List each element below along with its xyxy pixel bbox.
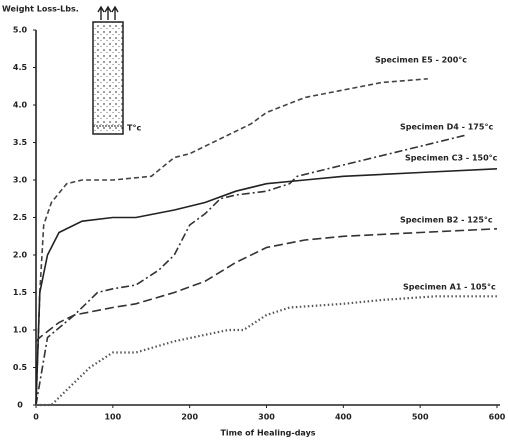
series-label: Specimen A1 - 105°c [403,283,496,292]
x-tick-label: 0 [33,413,39,422]
y-tick-label: 2.0 [13,251,28,260]
x-axis-label: Time of Healing-days [220,429,315,438]
x-tick-label: 100 [104,413,121,422]
x-tick-label: 500 [412,413,429,422]
y-axis-label: Weight Loss-Lbs. [2,5,79,14]
y-tick-label: 0 [17,401,23,410]
y-tick-label: 0.5 [13,363,28,372]
inset-diagram: T°c [93,7,141,134]
y-tick-label: 3.0 [13,176,28,185]
series-label: Specimen D4 - 175°c [400,123,493,132]
chart: Weight Loss-Lbs. Time of Healing-days T°… [0,0,508,443]
inset-label: T°c [127,124,141,133]
y-tick-label: 2.5 [13,213,28,222]
y-tick-label: 3.5 [13,138,28,147]
x-tick-label: 600 [489,413,506,422]
series-label: Specimen B2 - 125°c [400,216,493,225]
y-tick-label: 5.0 [13,26,28,35]
x-tick-label: 400 [335,413,352,422]
x-tick-label: 300 [258,413,275,422]
series-line [36,296,497,405]
y-tick-label: 4.5 [13,63,28,72]
x-tick-label: 200 [181,413,198,422]
series-line [36,135,466,405]
y-tick-label: 1.5 [13,288,28,297]
y-tick-label: 1.0 [13,326,28,335]
y-tick-label: 4.0 [13,101,28,110]
series-label: Specimen C3 - 150°c [405,154,498,163]
series-label: Specimen E5 - 200°c [375,56,467,65]
